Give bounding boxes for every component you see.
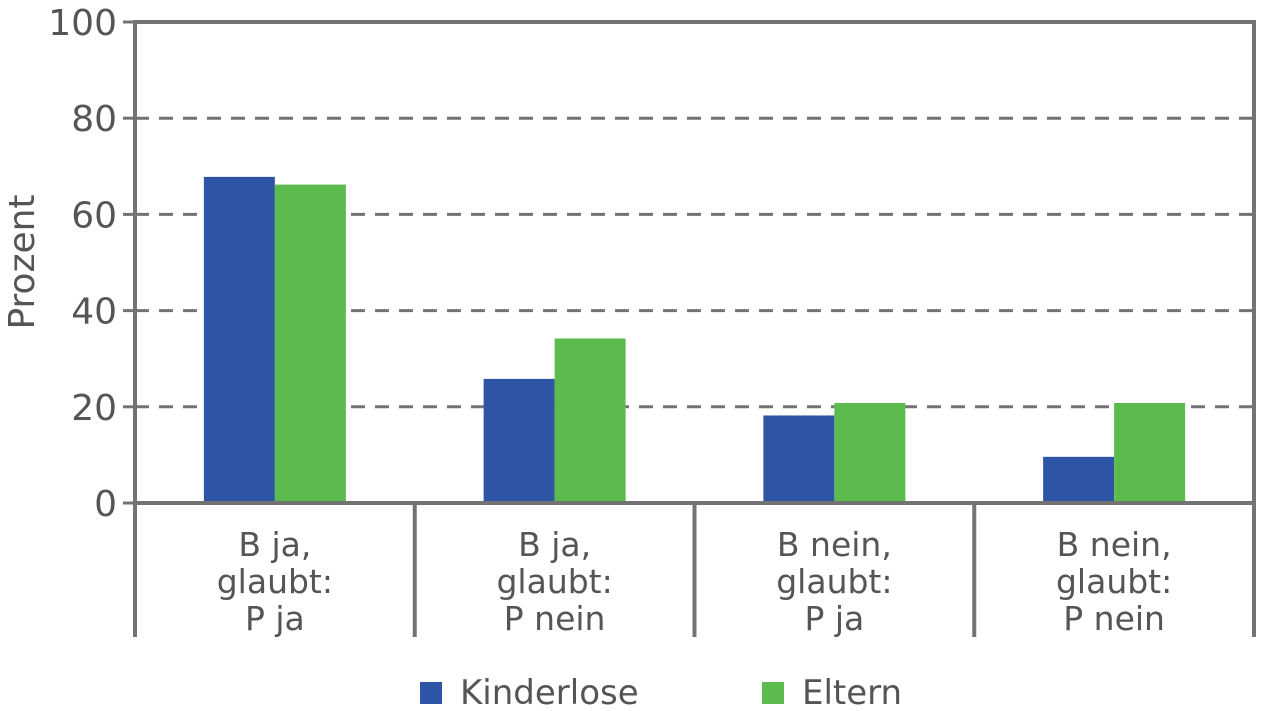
category-label-1-line-1: B ja, — [238, 525, 311, 564]
y-tick-label-0: 0 — [94, 484, 117, 525]
bar-eltern-2 — [554, 338, 626, 503]
bars — [203, 176, 1186, 503]
category-label-4-line-3: P nein — [1063, 599, 1165, 638]
y-tick-labels: 0 20 40 60 80 100 — [48, 3, 117, 525]
category-label-3-line-2: glaubt: — [776, 562, 892, 601]
bar-kinderlose-1 — [203, 176, 275, 503]
bar-eltern-3 — [834, 402, 906, 503]
y-tick-label-100: 100 — [48, 3, 117, 44]
category-label-4-line-2: glaubt: — [1056, 562, 1172, 601]
gridlines — [135, 116, 1254, 409]
bar-kinderlose-2 — [483, 378, 555, 503]
legend-label-eltern: Eltern — [802, 673, 902, 711]
category-label-3-line-3: P ja — [804, 599, 864, 638]
category-label-1-line-3: P ja — [245, 599, 305, 638]
legend-label-kinderlose: Kinderlose — [460, 673, 639, 711]
bar-eltern-1 — [274, 184, 346, 503]
category-label-3-line-1: B nein, — [777, 525, 892, 564]
category-label-2-line-2: glaubt: — [496, 562, 612, 601]
category-label-2-line-3: P nein — [504, 599, 606, 638]
y-axis-label: Prozent — [2, 194, 43, 329]
category-label-4-line-1: B nein, — [1057, 525, 1172, 564]
bar-kinderlose-3 — [763, 415, 835, 503]
axes — [123, 20, 1256, 637]
category-label-1-line-2: glaubt: — [217, 562, 333, 601]
bar-kinderlose-4 — [1043, 456, 1115, 503]
y-tick-label-20: 20 — [71, 388, 117, 429]
y-tick-label-80: 80 — [71, 99, 117, 140]
bar-eltern-4 — [1114, 402, 1186, 503]
category-label-2-line-1: B ja, — [518, 525, 591, 564]
legend-swatch-eltern — [762, 682, 784, 704]
y-tick-label-60: 60 — [71, 195, 117, 236]
y-tick-label-40: 40 — [71, 292, 117, 333]
legend-swatch-kinderlose — [420, 682, 442, 704]
legend: Kinderlose Eltern — [420, 673, 902, 711]
